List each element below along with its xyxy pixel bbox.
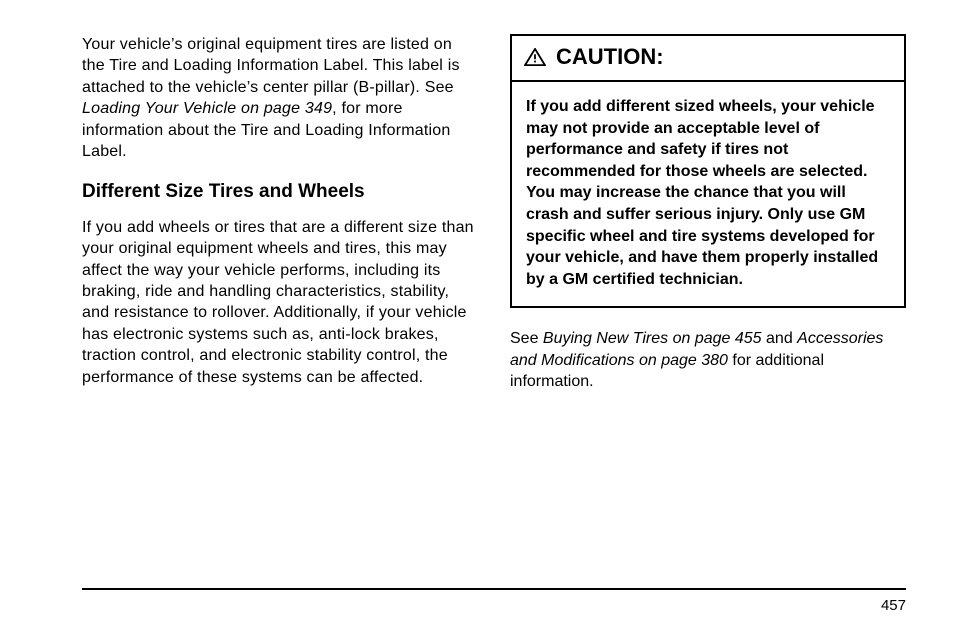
intro-cross-ref: Loading Your Vehicle on page 349 (82, 100, 332, 117)
after-text-1: See (510, 330, 543, 347)
footer-rule (82, 588, 906, 590)
two-column-layout: Your vehicle’s original equipment tires … (82, 34, 906, 409)
caution-body: If you add different sized wheels, your … (512, 82, 904, 306)
warning-triangle-icon (524, 48, 546, 66)
section-body: If you add wheels or tires that are a di… (82, 217, 478, 389)
after-caution-paragraph: See Buying New Tires on page 455 and Acc… (510, 328, 906, 392)
cross-ref-buying-tires: Buying New Tires on page 455 (543, 330, 762, 347)
after-text-mid: and (762, 330, 798, 347)
caution-title: CAUTION: (556, 44, 664, 70)
caution-header: CAUTION: (512, 36, 904, 82)
manual-page: Your vehicle’s original equipment tires … (0, 0, 954, 636)
intro-text-1: Your vehicle’s original equipment tires … (82, 36, 460, 96)
right-column: CAUTION: If you add different sized whee… (510, 34, 906, 409)
caution-box: CAUTION: If you add different sized whee… (510, 34, 906, 308)
intro-paragraph: Your vehicle’s original equipment tires … (82, 34, 478, 163)
page-number: 457 (881, 597, 906, 614)
left-column: Your vehicle’s original equipment tires … (82, 34, 478, 409)
section-heading: Different Size Tires and Wheels (82, 181, 478, 203)
